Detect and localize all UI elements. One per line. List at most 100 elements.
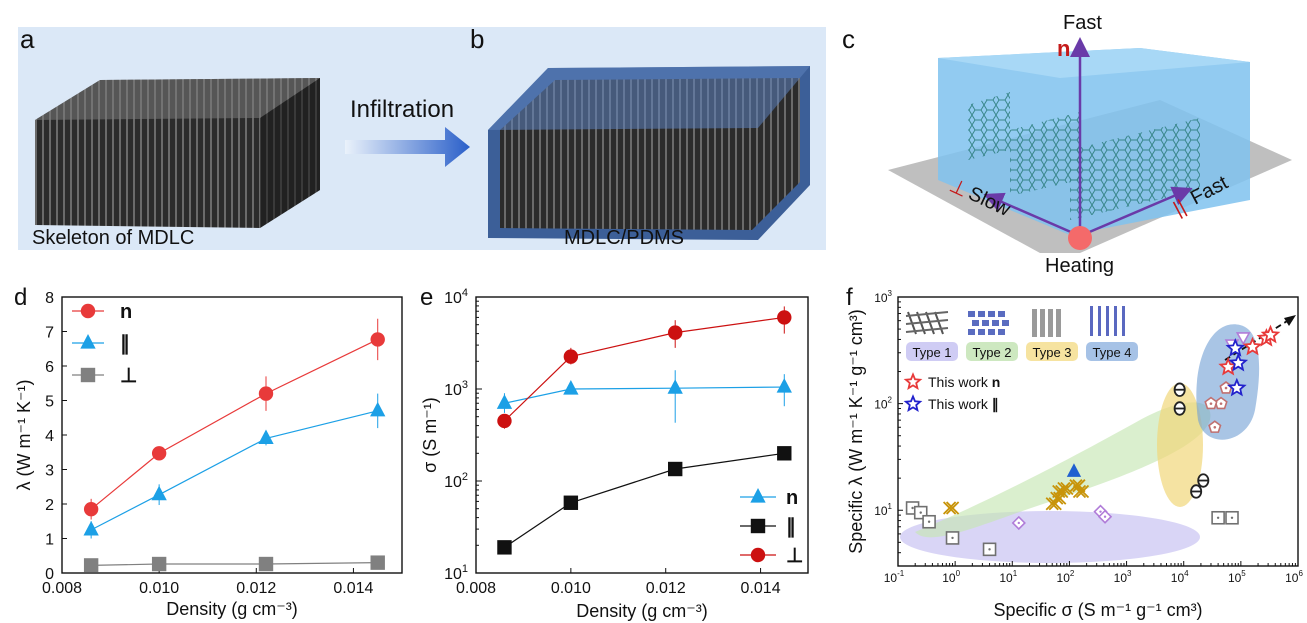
type4-region [1196,324,1260,440]
y-tick-label: 1 [45,532,54,549]
type-label-box [906,342,958,361]
data-point [667,379,683,394]
series-line [504,452,785,548]
type-label-box [966,342,1018,361]
y-tick-label: 6 [45,359,54,376]
data-point [777,446,792,461]
legend-label-bold: n [992,374,1001,390]
x-tick-exponent: 6 [1298,569,1303,578]
legend-label: n [120,301,132,323]
trend-arrowhead [1284,315,1296,326]
y-tick-exponent: 4 [462,287,468,299]
x-tick-label: 100 [942,569,960,585]
data-point [668,325,683,340]
x-tick-exponent: -1 [897,569,905,578]
x-tick-label: 0.014 [333,580,373,597]
y-tick-label: 104 [444,287,468,307]
anisotropy-schematic [888,37,1292,253]
c-n-label: n [1057,36,1070,61]
x-axis-label: Density (g cm⁻³) [576,601,708,621]
data-point [496,394,513,409]
x-tick-exponent: 3 [1127,569,1132,578]
type-label: Type 4 [1092,345,1131,360]
y-tick-label: 103 [874,289,892,305]
y-tick-label: 4 [45,428,54,445]
panel-label-d: d [14,284,27,311]
legend-marker [903,394,923,412]
data-point [1050,491,1067,505]
y-tick-label: 3 [45,463,54,480]
panel-label-a: a [20,24,35,54]
y-tick-label: 8 [45,290,54,307]
data-point [1066,463,1082,477]
data-point [1260,324,1281,344]
legend-label: ∥ [120,333,130,355]
data-point [1225,337,1246,357]
x-axis-label: Specific σ (S m⁻¹ g⁻¹ cm³) [993,600,1202,620]
type-icon-4 [1090,306,1125,336]
legend-marker [750,488,766,503]
y-tick-label: 101 [874,502,892,518]
x-tick-label: 105 [1228,569,1246,585]
y-tick-label: 102 [444,471,468,491]
legend-marker [750,518,766,534]
caption-skeleton: Skeleton of MDLC [32,227,194,249]
data-point [258,556,274,572]
x-tick-exponent: 5 [1241,569,1246,578]
y-tick-exponent: 1 [462,563,468,575]
data-point [370,555,385,570]
type-label-box [1026,342,1078,361]
data-point [83,501,99,517]
x-tick-label: 0.012 [236,580,276,597]
data-point [151,556,167,572]
legend-marker [80,303,96,319]
data-point [1228,352,1249,372]
data-point [1235,332,1251,346]
type-label-box [1086,342,1138,361]
legend-label: This work n [928,374,1000,390]
type-label: Type 2 [972,345,1011,360]
panel-label-e: e [420,284,433,311]
x-tick-label: 102 [1057,569,1075,585]
series-line [504,386,785,404]
type-label: Type 1 [912,345,951,360]
chart-d-thermal-conductivity: 0 1 2 3 4 5 6 7 8 0.008 0.010 0.012 0.014 Density (g … [14,290,403,619]
legend-label: ⊥ [786,545,803,567]
y-tick-label: 2 [45,497,54,514]
x-tick-label: 101 [999,569,1017,585]
data-point [776,378,792,393]
legend-label: n [786,487,798,509]
panel-label-f: f [846,284,853,311]
data-point [1069,479,1086,493]
y-axis-label: λ (W m⁻¹ K⁻¹) [14,380,34,491]
data-point [1072,484,1090,499]
data-point [563,349,579,364]
data-point [258,386,274,401]
x-tick-label: 0.010 [139,580,179,597]
legend-label: ∥ [786,516,796,538]
data-point [563,380,579,395]
caption-composite: MDLC/PDMS [564,227,684,249]
y-tick-exponent: 1 [888,502,893,511]
data-point [83,520,99,536]
plot-frame [897,296,1299,567]
y-tick-exponent: 3 [462,379,468,391]
legend-marker [80,334,96,349]
data-point [83,558,99,573]
x-tick-label: 0.008 [42,580,82,597]
data-point [497,413,512,429]
infiltration-label: Infiltration [350,96,454,123]
y-axis-label: Specific λ (W m⁻¹ K⁻¹ g⁻¹ cm³) [846,309,866,554]
x-tick-label: 106 [1285,569,1303,585]
y-tick-label: 102 [874,396,892,412]
data-point [151,485,167,501]
x-tick-label: 0.008 [456,580,496,597]
infiltration-arrow [345,127,470,167]
x-tick-exponent: 1 [1013,569,1018,578]
panel-label-b: b [470,24,484,54]
panel-label-c: c [842,24,855,54]
series-line [91,562,378,567]
mdlc-skeleton-illustration [35,78,320,228]
y-axis-label: σ (S m⁻¹) [420,397,440,473]
y-tick-label: 7 [45,325,54,342]
